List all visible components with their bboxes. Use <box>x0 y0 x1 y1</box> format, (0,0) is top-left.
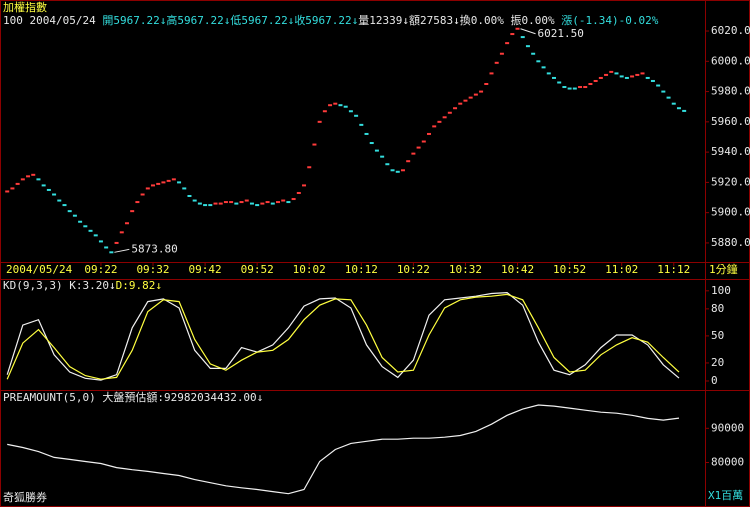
y-tick-label: 5960.00 <box>711 115 750 128</box>
y-tick-label: 90000 <box>711 421 744 434</box>
y-tick-label: 5940.00 <box>711 145 750 158</box>
legend-entry: D:9.82↓ <box>116 279 162 292</box>
y-tick-label: 20 <box>711 356 724 369</box>
low-pointer <box>114 248 130 253</box>
y-tick-label: 50 <box>711 329 724 342</box>
x-tick-label: 10:02 <box>293 263 326 276</box>
info-item: 額27583↓ <box>409 14 460 27</box>
y-tick-label: 5920.00 <box>711 175 750 188</box>
legend-entry: K:3.20↓ <box>69 279 115 292</box>
y-tick-label: 5900.00 <box>711 206 750 219</box>
x-tick-label: 11:02 <box>605 263 638 276</box>
quote-info: 100 2004/05/24 開5967.22↓高5967.22↓低5967.2… <box>3 13 659 27</box>
high-pointer <box>520 28 536 35</box>
period-label: 1分鐘 <box>709 262 738 276</box>
indicator-title: KD(9,3,3) <box>3 279 63 292</box>
y-tick-label: 0 <box>711 374 718 387</box>
x-tick-label: 10:12 <box>345 263 378 276</box>
info-item: 換0.00% <box>460 14 504 27</box>
unit-label: X1百萬 <box>708 489 743 502</box>
footer-label: 奇狐勝券 <box>3 490 47 504</box>
chart-title: 加權指數 <box>3 0 47 14</box>
legend-entry: 大盤預估額:92982034432.00↓ <box>102 390 263 404</box>
info-item: 開5967.22↓ <box>102 14 166 27</box>
series-line <box>7 404 680 495</box>
y-tick-label: 6000.00 <box>711 54 750 67</box>
indicator-title: PREAMOUNT(5,0) <box>3 391 96 404</box>
info-item: 2004/05/24 <box>30 14 97 27</box>
info-item: 振0.00% <box>511 13 555 27</box>
x-tick-label: 09:52 <box>241 263 274 276</box>
indicator-header: PREAMOUNT(5,0) 大盤預估額:92982034432.00↓ <box>3 390 263 404</box>
info-item: 低5967.22↓ <box>230 13 294 27</box>
high-label: 6021.50 <box>538 27 584 40</box>
y-tick-label: 5880.00 <box>711 236 750 249</box>
x-tick-label: 09:32 <box>136 263 169 276</box>
y-tick-label: 6020.00 <box>711 24 750 37</box>
info-item: 收5967.22↓ <box>294 13 358 27</box>
x-tick-label: 10:42 <box>501 263 534 276</box>
x-tick-label: 10:22 <box>397 263 430 276</box>
info-item: 高5967.22↓ <box>166 13 230 27</box>
y-tick-label: 80 <box>711 302 724 315</box>
x-tick-label: 09:42 <box>189 263 222 276</box>
indicator-header: KD(9,3,3) K:3.20↓D:9.82↓ <box>3 279 162 292</box>
x-tick-label: 10:52 <box>553 263 586 276</box>
info-item: 量12339↓ <box>358 14 409 27</box>
x-tick-label: 11:12 <box>657 263 690 276</box>
x-tick-label: 10:32 <box>449 263 482 276</box>
info-item: 漲(-1.34)-0.02% <box>561 14 658 27</box>
series-line <box>6 293 680 380</box>
x-tick-label: 09:22 <box>84 263 117 276</box>
series-line <box>6 291 680 381</box>
info-item: 100 <box>3 14 23 27</box>
y-tick-label: 100 <box>711 284 731 297</box>
date-label: 2004/05/24 <box>6 263 73 276</box>
low-label: 5873.80 <box>131 242 177 255</box>
y-tick-label: 5980.00 <box>711 85 750 98</box>
y-tick-label: 80000 <box>711 456 744 469</box>
